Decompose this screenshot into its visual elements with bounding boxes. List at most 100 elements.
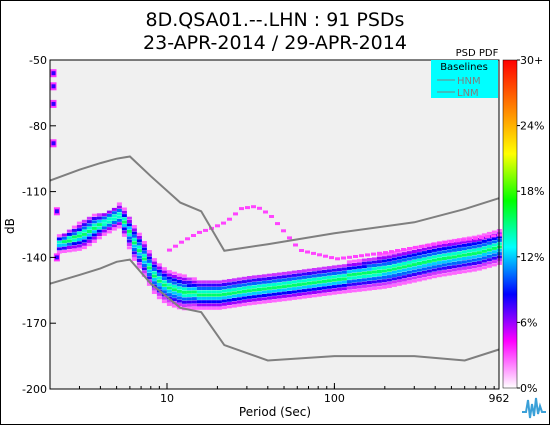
psd-density-cell [81, 232, 87, 236]
psd-density-cell [436, 270, 442, 274]
psd-density-cell [336, 274, 342, 278]
chart-title-line-2: 23-APR-2014 / 29-APR-2014 [143, 32, 407, 54]
psd-density-cell [306, 288, 312, 292]
psd-density-cell [96, 213, 102, 217]
psd-upper-cell [305, 250, 310, 254]
psd-density-cell [61, 233, 67, 237]
psd-density-cell [141, 254, 147, 258]
psd-density-cell [346, 266, 352, 270]
psd-upper-cell [491, 234, 496, 238]
psd-density-cell [151, 277, 157, 281]
psd-density-cell [271, 276, 277, 280]
psd-density-cell [381, 252, 387, 256]
psd-upper-cell [437, 241, 442, 245]
psd-density-cell [301, 279, 307, 283]
psd-density-cell [96, 229, 102, 233]
psd-density-cell [221, 289, 227, 293]
psd-density-cell [101, 213, 107, 217]
psd-density-cell [291, 283, 297, 287]
psd-density-cell [421, 254, 427, 258]
psd-density-cell [136, 262, 142, 266]
psd-density-cell [261, 274, 267, 278]
psd-upper-cell [479, 236, 484, 239]
psd-density-cell [421, 264, 427, 268]
psd-density-cell [321, 276, 327, 280]
psd-density-cell [246, 302, 252, 306]
psd-density-cell [481, 262, 487, 266]
psd-density-cell [426, 269, 432, 273]
psd-density-cell [121, 210, 127, 214]
psd-density-cell [261, 280, 267, 284]
psd-density-cell [436, 274, 442, 278]
psd-density-cell [436, 261, 442, 265]
psd-density-cell [261, 290, 267, 294]
psd-density-cell [301, 282, 307, 286]
psd-density-cell [346, 260, 352, 264]
psd-density-cell [386, 281, 392, 285]
psd-density-cell [306, 278, 312, 282]
psd-density-cell [426, 273, 432, 276]
psd-density-cell [236, 294, 242, 297]
psd-density-cell [421, 274, 427, 278]
psd-density-cell [486, 231, 492, 235]
psd-density-cell [471, 252, 477, 256]
psd-density-cell [356, 282, 362, 286]
psd-density-cell [261, 277, 267, 281]
psd-density-cell [116, 205, 122, 209]
psd-density-cell [356, 269, 362, 272]
psd-upper-cell [269, 215, 274, 218]
psd-density-cell [71, 242, 77, 246]
psd-density-cell [96, 219, 102, 223]
psd-density-cell [301, 292, 307, 296]
psd-density-cell [106, 230, 112, 234]
psd-density-cell [316, 267, 322, 271]
psd-density-cell [281, 281, 287, 285]
psd-density-cell [321, 266, 327, 270]
psd-density-cell [476, 238, 482, 241]
psd-density-cell [411, 253, 417, 257]
psd-density-cell [56, 240, 62, 244]
psd-density-cell [431, 271, 437, 275]
psd-density-cell [306, 275, 312, 279]
psd-density-cell [466, 256, 472, 260]
psd-density-cell [486, 254, 492, 258]
psd-density-cell [86, 223, 92, 227]
psd-density-cell [241, 299, 247, 303]
psd-density-cell [361, 271, 367, 275]
psd-density-cell [391, 267, 397, 271]
psd-density-cell [421, 247, 427, 251]
psd-density-cell [326, 292, 332, 296]
psd-density-cell [391, 277, 397, 281]
psd-upper-cell [347, 255, 352, 259]
psd-density-cell [126, 226, 132, 230]
psd-density-cell [236, 287, 242, 291]
psd-density-cell [241, 293, 247, 297]
psd-density-cell [241, 283, 247, 287]
psd-density-cell [161, 283, 167, 287]
psd-density-cell [206, 287, 212, 290]
psd-density-cell [176, 299, 182, 303]
psd-density-cell [136, 235, 142, 239]
psd-outlier-core [51, 141, 56, 146]
psd-density-cell [381, 272, 387, 276]
psd-density-cell [256, 284, 262, 288]
psd-density-cell [371, 257, 377, 261]
psd-density-cell [221, 283, 227, 286]
psd-density-cell [181, 274, 187, 278]
y-tick-label: -110 [22, 186, 47, 199]
psd-density-cell [251, 285, 257, 289]
psd-density-cell [431, 255, 437, 259]
psd-density-cell [351, 279, 357, 283]
psd-density-cell [321, 289, 327, 293]
psd-density-cell [191, 297, 197, 301]
psd-density-cell [441, 243, 447, 247]
psd-density-cell [231, 278, 237, 282]
psd-density-cell [86, 239, 92, 243]
psd-density-cell [76, 221, 82, 225]
psd-density-cell [306, 295, 312, 298]
psd-density-cell [311, 268, 317, 271]
psd-density-cell [196, 306, 202, 310]
psd-density-cell [391, 274, 397, 278]
psd-density-cell [441, 273, 447, 277]
psd-density-cell [201, 303, 207, 307]
